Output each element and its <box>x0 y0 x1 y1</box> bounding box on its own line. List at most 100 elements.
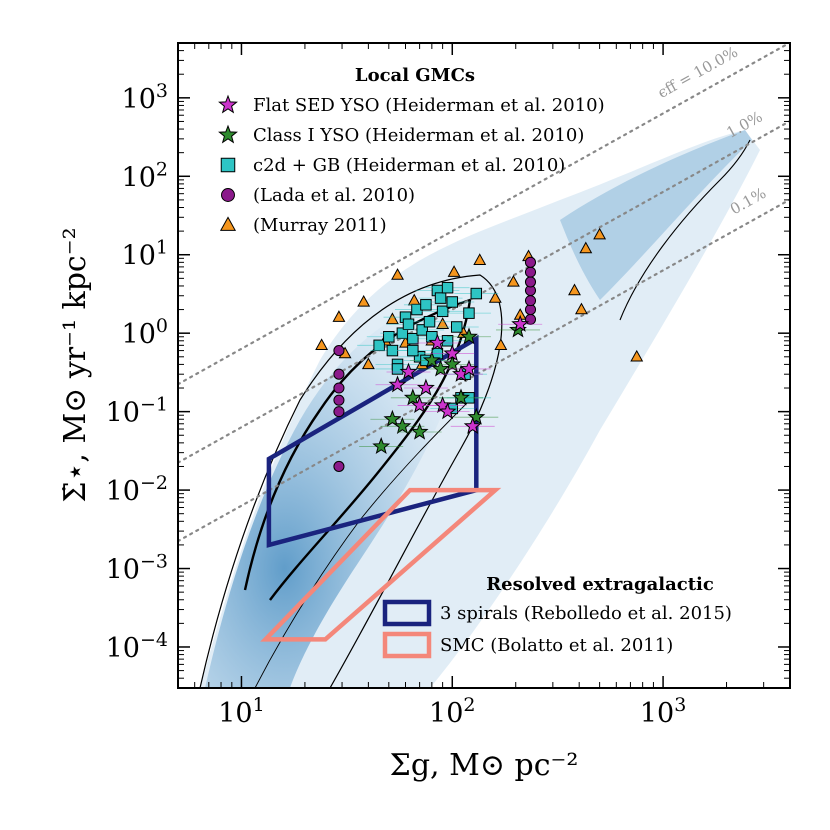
y-tick-base: 10 <box>122 241 156 272</box>
data-point <box>333 345 345 357</box>
legend-entry-label: Class I YSO (Heiderman et al. 2010) <box>253 125 584 146</box>
data-point <box>315 338 329 351</box>
data-point <box>463 416 482 434</box>
data-point <box>372 436 391 455</box>
data-point <box>399 362 418 380</box>
y-tick-exp: 1 <box>156 237 168 259</box>
y-tick-exp: 2 <box>156 158 168 180</box>
efficiency-lines <box>178 43 790 543</box>
data-point <box>473 253 487 265</box>
legend-marker <box>218 124 238 144</box>
data-point <box>391 268 404 280</box>
x-tick-label: 102 <box>429 694 475 729</box>
histogram-core <box>205 290 470 688</box>
legend-marker <box>221 188 235 202</box>
data-point <box>333 406 345 418</box>
data-point <box>579 241 593 254</box>
y-tick-label: 100 <box>122 315 168 350</box>
legend-swatch <box>382 631 432 659</box>
data-point <box>410 422 429 440</box>
x-tick-exp: 2 <box>463 694 475 716</box>
data-point <box>568 283 581 296</box>
y-tick-label: 103 <box>122 80 168 115</box>
data-point <box>410 395 429 414</box>
data-point <box>511 314 530 332</box>
legend-marker <box>218 94 238 114</box>
data-point <box>524 256 537 268</box>
data-point <box>460 327 478 345</box>
data-point <box>333 382 345 394</box>
y-tick-exp: 0 <box>156 315 168 337</box>
y-tick-base: 10 <box>106 555 140 586</box>
data-point <box>441 281 454 294</box>
data-point <box>423 315 436 328</box>
data-point <box>524 295 537 307</box>
legend-swatch <box>382 599 432 627</box>
legend-entry-label: (Lada et al. 2010) <box>253 185 415 206</box>
data-point <box>403 388 422 406</box>
data-point <box>416 378 435 396</box>
data-point <box>488 291 502 303</box>
data-point <box>630 349 644 362</box>
x-tick-base: 10 <box>640 698 674 729</box>
data-point <box>407 344 419 357</box>
data-point <box>333 394 345 406</box>
data-point <box>416 324 428 336</box>
y-tick-base: 10 <box>122 162 156 193</box>
data-point <box>436 305 449 318</box>
data-point <box>333 368 345 380</box>
legend-marker <box>219 216 237 231</box>
data-point <box>388 375 407 393</box>
data-point <box>357 294 371 307</box>
data-point <box>524 276 537 288</box>
x-tick-label: 101 <box>218 694 264 729</box>
density-contour-inner <box>243 298 472 601</box>
region-smc <box>260 487 502 642</box>
data-point <box>436 317 450 329</box>
legend-entry-label: (Murray 2011) <box>253 215 387 236</box>
x-tick-exp: 3 <box>674 694 686 716</box>
data-point <box>450 321 463 333</box>
y-tick-base: 10 <box>106 398 140 429</box>
data-point <box>420 299 432 311</box>
data-point <box>422 350 441 369</box>
data-point <box>428 333 447 351</box>
y-tick-exp: −4 <box>140 629 168 651</box>
data-point <box>463 307 475 319</box>
histogram-ridge <box>560 130 752 300</box>
data-point <box>333 460 345 473</box>
x-axis-ticks: 101 102 103 <box>177 43 791 729</box>
data-point <box>438 402 457 420</box>
extragalactic-regions <box>260 334 502 642</box>
gmc-data-points <box>315 227 644 473</box>
region-3-spirals <box>266 334 479 548</box>
data-point <box>443 354 462 373</box>
data-point <box>593 227 607 240</box>
data-point <box>452 388 470 406</box>
y-tick-label: 101 <box>122 237 168 272</box>
data-point <box>431 359 450 377</box>
data-point <box>467 407 486 425</box>
y-tick-base: 10 <box>122 84 156 115</box>
data-point <box>391 363 404 375</box>
gas-density-histogram <box>199 130 760 688</box>
x-tick-base: 10 <box>429 698 463 729</box>
data-point <box>383 331 395 343</box>
data-point <box>361 357 375 370</box>
legend-local-gmcs: Local GMCs Flat SED YSO (Heiderman et al… <box>218 65 605 236</box>
legend-entry-label: SMC (Bolatto et al. 2011) <box>440 635 673 656</box>
data-point <box>332 310 346 322</box>
x-tick-label: 103 <box>640 694 686 729</box>
y-tick-label: 10−4 <box>106 629 168 664</box>
data-point <box>575 302 588 315</box>
y-tick-exp: −2 <box>140 472 168 494</box>
data-point <box>470 287 483 300</box>
data-point <box>383 409 402 427</box>
y-tick-label: 10−3 <box>106 551 168 586</box>
data-point <box>373 339 385 352</box>
x-tick-base: 10 <box>218 698 252 729</box>
y-tick-label: 10−2 <box>106 472 168 507</box>
data-point <box>402 318 415 330</box>
